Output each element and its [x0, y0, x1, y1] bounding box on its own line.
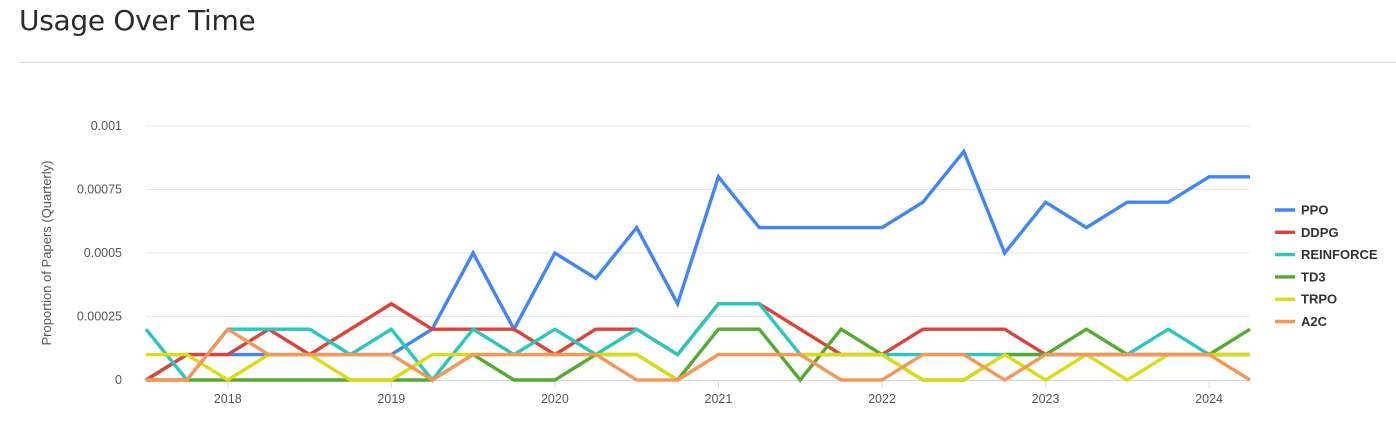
- x-tick-label: 2022: [868, 392, 896, 406]
- x-tick-label: 2021: [705, 392, 733, 406]
- x-tick-label: 2018: [214, 392, 242, 406]
- x-tick-label: 2023: [1032, 392, 1060, 406]
- series-line-td3: [146, 326, 1251, 383]
- legend-label-trpo: TRPO: [1301, 292, 1337, 307]
- x-tick-label: 2024: [1195, 392, 1223, 406]
- y-tick-label: 0.00075: [77, 183, 122, 197]
- y-tick-label: 0.001: [91, 119, 122, 133]
- y-axis-title: Proportion of Papers (Quarterly): [39, 161, 54, 346]
- legend-label-td3: TD3: [1301, 269, 1326, 284]
- title-divider: [19, 62, 1396, 63]
- legend-label-ppo: PPO: [1301, 203, 1328, 218]
- series-line-ppo: [145, 148, 1250, 382]
- y-tick-label: 0.0005: [84, 246, 122, 260]
- legend-label-a2c: A2C: [1301, 314, 1328, 329]
- x-tick-label: 2020: [541, 392, 569, 406]
- series-lines: [144, 148, 1251, 383]
- legend-label-ddpg: DDPG: [1301, 225, 1339, 240]
- y-tick-label: 0.00025: [77, 310, 122, 324]
- page-title: Usage Over Time: [19, 4, 256, 37]
- x-axis: 2018 2019 2020 2021 2022 2023 2024: [146, 380, 1250, 406]
- y-tick-label: 0: [115, 373, 122, 387]
- legend-label-reinforce: REINFORCE: [1301, 247, 1378, 262]
- x-tick-label: 2019: [377, 392, 405, 406]
- legend: PPO DDPG REINFORCE TD3 TRPO A2C: [1275, 203, 1378, 329]
- series-line-a2c: [146, 326, 1251, 383]
- grid-lines: [146, 125, 1250, 317]
- y-axis: 0 0.00025 0.0005 0.00075 0.001: [77, 119, 122, 387]
